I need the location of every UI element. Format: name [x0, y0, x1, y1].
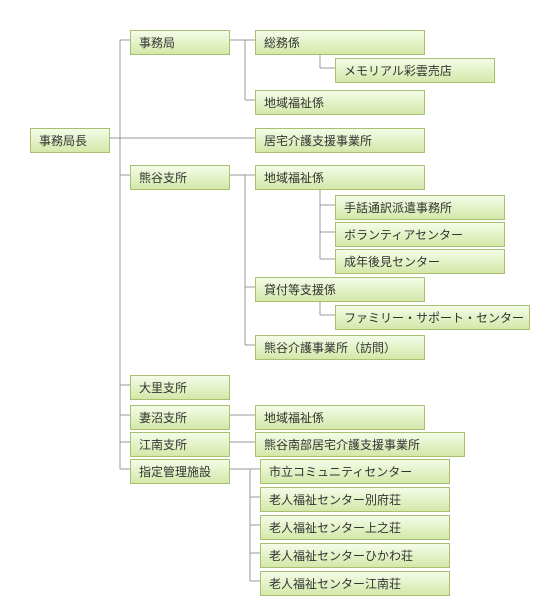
org-node-root: 事務局長	[30, 128, 110, 153]
org-node-beppu: 老人福祉センター別府荘	[260, 487, 450, 512]
org-node-kaminosho: 老人福祉センター上之荘	[260, 515, 450, 540]
org-node-chiiki1: 地域福祉係	[255, 90, 425, 115]
org-node-kashitsuke: 貸付等支援係	[255, 277, 425, 302]
org-node-shitei: 指定管理施設	[130, 459, 230, 484]
org-node-family: ファミリー・サポート・センター	[335, 305, 530, 330]
org-node-memorial: メモリアル彩雲売店	[335, 58, 495, 83]
org-node-chiiki3: 地域福祉係	[255, 405, 425, 430]
org-node-volunteer: ボランティアセンター	[335, 222, 505, 247]
org-node-kyotaku: 居宅介護支援事業所	[255, 128, 425, 153]
org-node-osato: 大里支所	[130, 375, 230, 400]
org-node-kumagaya_kaigo: 熊谷介護事業所（訪問）	[255, 335, 425, 360]
org-node-shuwa: 手話通訳派遣事務所	[335, 195, 505, 220]
org-node-seinen: 成年後見センター	[335, 249, 505, 274]
org-node-jimu: 事務局	[130, 30, 230, 55]
org-node-konanso: 老人福祉センター江南荘	[260, 571, 450, 596]
org-node-kumagaya: 熊谷支所	[130, 165, 230, 190]
org-node-chiiki2: 地域福祉係	[255, 165, 425, 190]
org-node-konan: 江南支所	[130, 432, 230, 457]
org-node-menuma: 妻沼支所	[130, 405, 230, 430]
org-node-soumu: 総務係	[255, 30, 425, 55]
org-node-hikawa: 老人福祉センターひかわ荘	[260, 543, 450, 568]
org-node-community: 市立コミュニティセンター	[260, 459, 450, 484]
org-node-nanbu: 熊谷南部居宅介護支援事業所	[255, 432, 465, 457]
